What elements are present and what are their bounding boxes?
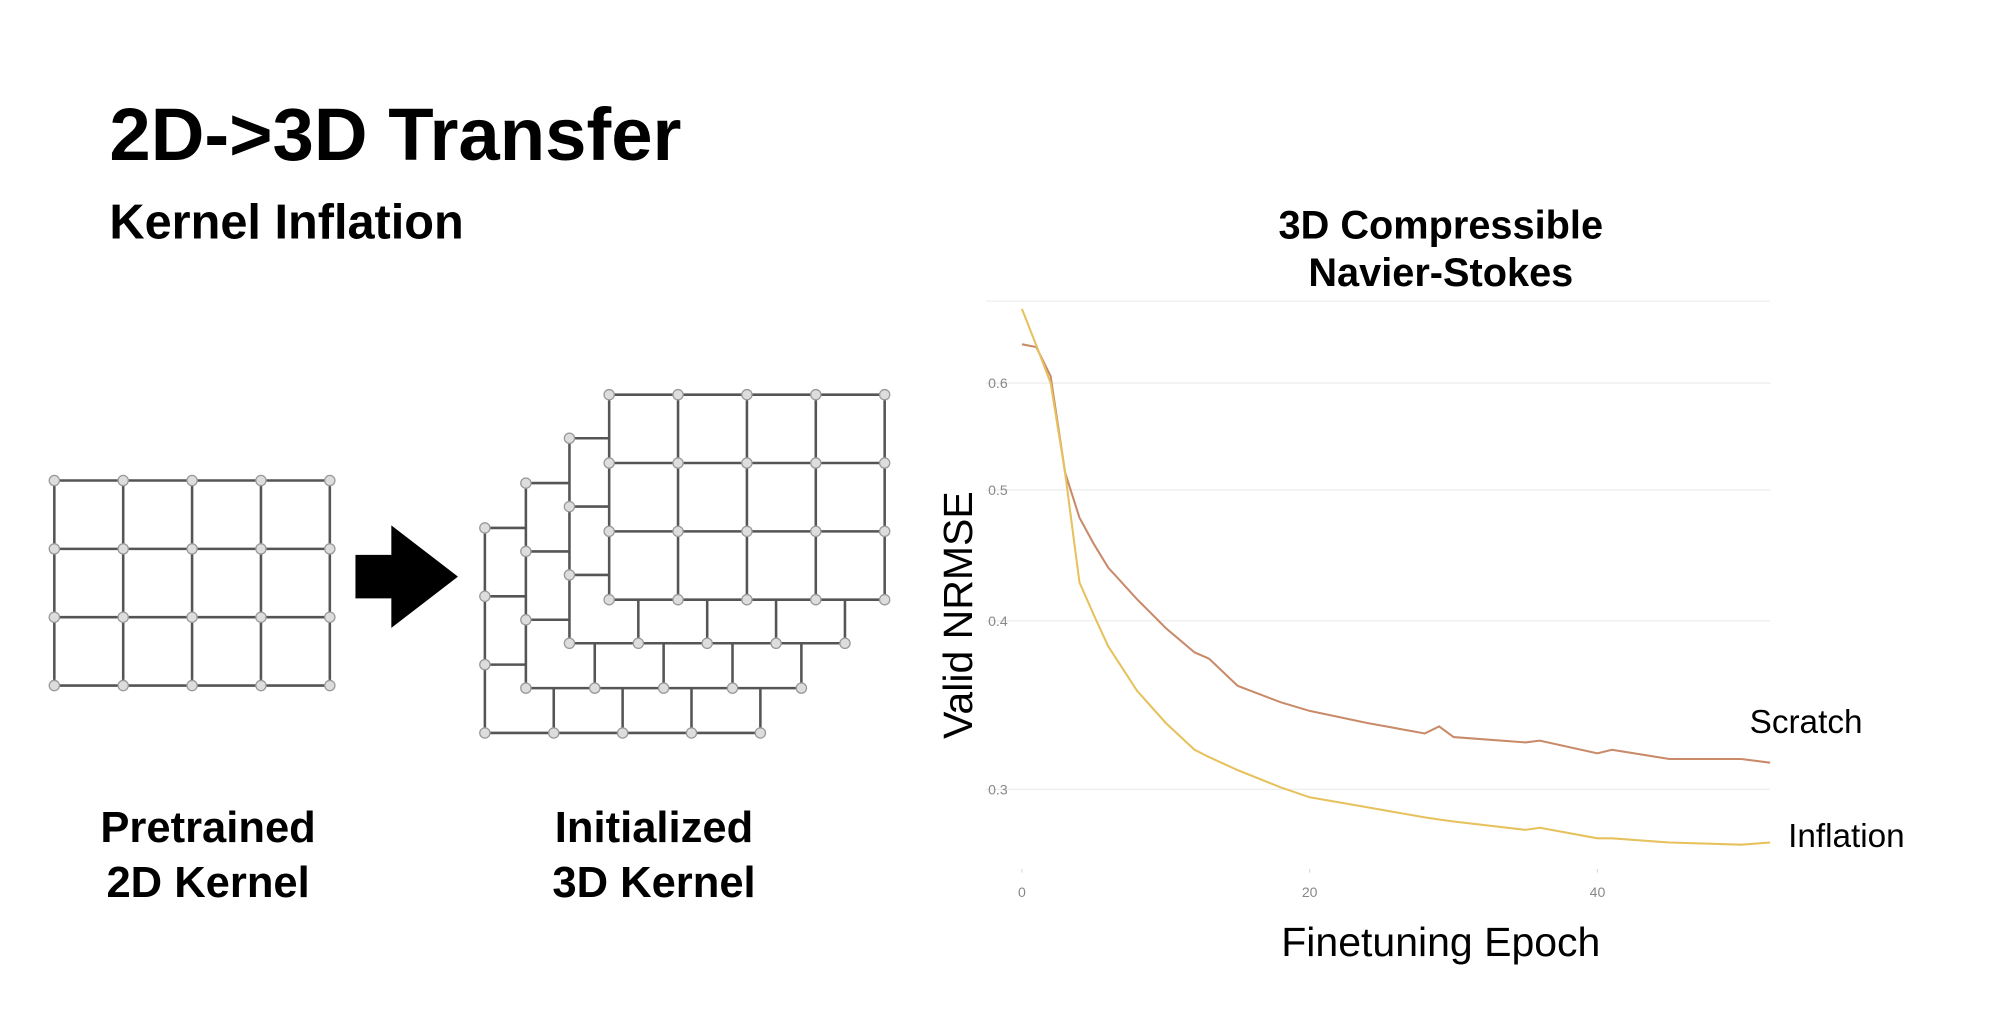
series-label: Inflation — [1788, 818, 1905, 855]
kernel-diagram — [48, 388, 891, 739]
right-label: Initialized — [555, 804, 753, 852]
kernel-node — [741, 593, 753, 606]
slide-subtitle: Kernel Inflation — [109, 195, 463, 249]
kernel-node — [878, 388, 891, 401]
kernel-node — [479, 522, 491, 534]
right-label: 3D Kernel — [552, 859, 755, 907]
kernel-node — [701, 637, 713, 650]
series-label: Scratch — [1750, 704, 1863, 741]
kernel-node — [672, 525, 684, 538]
kernel-node — [479, 658, 491, 671]
kernel-node — [255, 543, 267, 555]
y-tick-label: 0.3 — [988, 782, 1008, 798]
kernel-node — [479, 590, 491, 603]
kernel-node — [563, 569, 576, 581]
kernel-node — [117, 543, 129, 555]
kernel-node — [186, 679, 198, 692]
kernel-node — [839, 637, 851, 650]
kernel-node — [520, 477, 532, 489]
x-axis-label: Finetuning Epoch — [1281, 919, 1600, 965]
y-tick-label: 0.5 — [988, 482, 1008, 498]
kernel-node — [672, 593, 684, 606]
kernel-node — [117, 679, 129, 692]
kernel-node — [48, 679, 61, 692]
left-label: 2D Kernel — [106, 859, 309, 907]
kernel-node — [324, 474, 336, 487]
kernel-node — [603, 457, 615, 469]
kernel-node — [520, 682, 532, 694]
kernel-node — [48, 611, 61, 623]
kernel-node — [563, 637, 576, 650]
kernel-node — [810, 457, 822, 469]
x-tick-label: 40 — [1590, 884, 1606, 900]
kernel-node — [878, 525, 891, 538]
y-axis-label: Valid NRMSE — [935, 491, 981, 739]
kernel-node — [117, 611, 129, 623]
slide-title: 2D->3D Transfer — [109, 93, 681, 176]
kernel-node — [255, 679, 267, 692]
kernel-node — [324, 543, 336, 555]
kernel-node — [603, 593, 615, 606]
kernel-node — [741, 525, 753, 538]
kernel-node — [117, 474, 129, 487]
kernel-node — [255, 474, 267, 487]
kernel-node — [520, 545, 532, 558]
kernel-node — [479, 727, 491, 739]
kernel-node — [810, 593, 822, 606]
kernel-node — [48, 543, 61, 555]
kernel-node — [754, 727, 767, 739]
series-line — [1021, 343, 1771, 764]
kernel-node — [186, 474, 198, 487]
kernel-node — [632, 637, 645, 650]
kernel-node — [672, 457, 684, 469]
kernel-node — [672, 388, 684, 401]
kernel-node — [795, 682, 808, 694]
kernel-node — [186, 611, 198, 623]
kernel-node — [324, 611, 336, 623]
chart: 0.3 0.4 0.5 0.6 0 20 40 Scratch Inflation — [985, 300, 1905, 900]
kernel-node — [603, 525, 615, 538]
kernel-node — [741, 388, 753, 401]
kernel-node — [48, 474, 61, 487]
kernel-node — [657, 682, 670, 694]
kernel-node — [603, 388, 615, 401]
y-tick-label: 0.4 — [988, 613, 1008, 629]
kernel-node — [878, 457, 891, 469]
kernel-node — [685, 727, 698, 739]
kernel-node — [810, 525, 822, 538]
kernel-node — [726, 682, 739, 694]
kernel-node — [770, 637, 782, 650]
kernel-node — [186, 543, 198, 555]
kernel-node — [616, 727, 629, 739]
x-tick-label: 20 — [1302, 884, 1318, 900]
kernel-node — [563, 500, 576, 513]
kernel-node — [255, 611, 267, 623]
series-line — [1020, 308, 1771, 846]
kernel-node — [810, 388, 822, 401]
x-tick-label: 0 — [1018, 884, 1026, 900]
kernel-node — [588, 682, 601, 694]
kernel-node — [563, 432, 576, 445]
kernel-node — [520, 614, 532, 626]
kernel-node — [547, 727, 560, 739]
kernel-node — [324, 679, 336, 692]
y-tick-label: 0.6 — [988, 375, 1008, 391]
chart-title: Navier-Stokes — [1308, 251, 1573, 295]
left-label: Pretrained — [100, 804, 315, 852]
kernel-node — [741, 457, 753, 469]
kernel-node — [878, 593, 891, 606]
arrow — [355, 525, 458, 628]
chart-title: 3D Compressible — [1279, 203, 1603, 247]
